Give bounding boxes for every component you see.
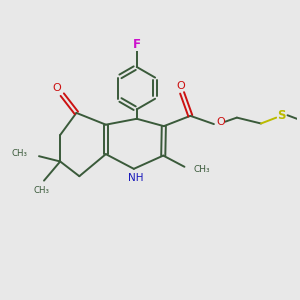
Text: CH₃: CH₃ (33, 185, 49, 194)
Text: F: F (133, 38, 141, 51)
Text: S: S (278, 109, 286, 122)
Text: CH₃: CH₃ (193, 165, 210, 174)
Text: O: O (52, 83, 61, 93)
Text: CH₃: CH₃ (12, 149, 28, 158)
Text: NH: NH (128, 173, 143, 183)
Text: O: O (176, 81, 185, 92)
Text: O: O (216, 117, 225, 127)
